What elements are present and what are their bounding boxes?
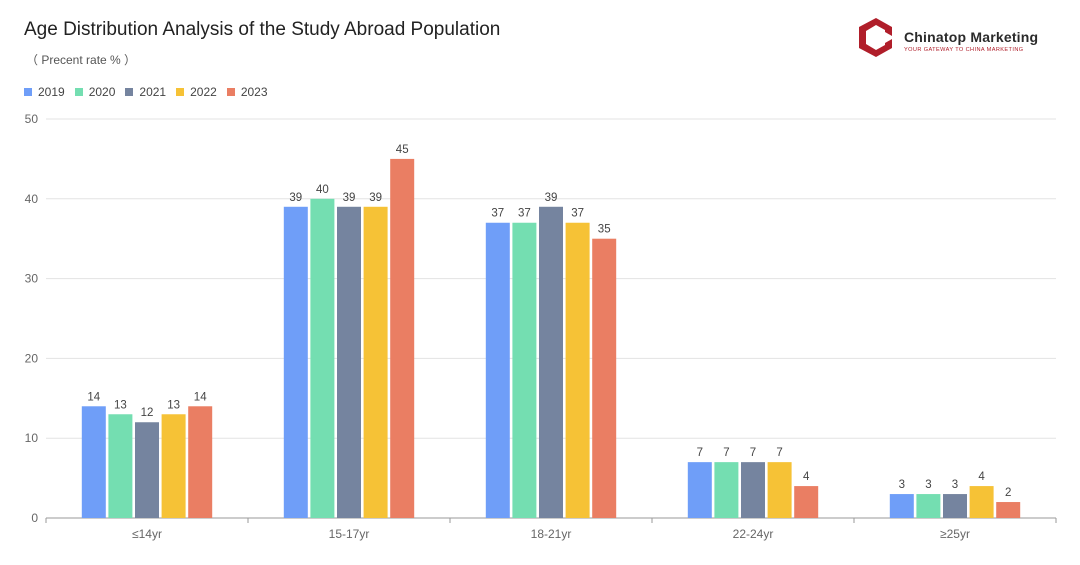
legend-swatch	[125, 88, 134, 96]
y-tick-label: 50	[25, 112, 39, 126]
bar-2020-3	[714, 462, 739, 518]
brand-logo: Chinatop Marketing YOUR GATEWAY TO CHINA…	[856, 16, 1066, 60]
brand-tagline: YOUR GATEWAY TO CHINA MARKETING	[904, 47, 1024, 53]
data-label: 3	[925, 479, 931, 491]
bar-2020-2	[512, 222, 537, 519]
bar-2019-4	[889, 494, 914, 518]
legend-label: 2023	[240, 85, 268, 99]
data-label: 14	[87, 391, 100, 403]
data-label: 39	[343, 192, 356, 204]
bar-2021-0	[135, 422, 159, 518]
y-tick-label: 20	[25, 351, 39, 365]
bar-2021-3	[741, 462, 765, 518]
data-label: 39	[289, 192, 302, 204]
data-label: 4	[803, 471, 810, 483]
bar-2022-2	[565, 222, 590, 519]
x-tick-label: ≤14yr	[132, 527, 162, 541]
data-label: 2	[1005, 487, 1011, 499]
bar-2020-4	[916, 494, 941, 518]
bar-2022-0	[161, 414, 186, 518]
x-tick-label: 22-24yr	[733, 527, 774, 541]
bar-2019-1	[283, 206, 308, 518]
bar-2020-1	[310, 198, 335, 519]
data-label: 40	[316, 184, 329, 196]
data-label: 13	[114, 399, 127, 411]
bar-2019-2	[485, 222, 510, 519]
bar-2023-4	[996, 502, 1021, 518]
legend-item-2022[interactable]: 2022	[176, 85, 217, 99]
data-label: 39	[545, 192, 558, 204]
data-label: 7	[723, 447, 729, 459]
brand-name: Chinatop Marketing	[904, 29, 1039, 45]
chart-legend[interactable]: 2019 2020 2021 2022 2023	[24, 85, 278, 99]
legend-item-2019[interactable]: 2019	[24, 85, 65, 99]
legend-label: 2021	[139, 85, 167, 99]
bar-2019-0	[81, 406, 106, 518]
data-label: 35	[598, 224, 611, 236]
bar-2022-4	[969, 486, 994, 518]
legend-label: 2022	[190, 85, 217, 99]
x-tick-label: 15-17yr	[329, 527, 370, 541]
y-tick-label: 0	[31, 511, 38, 525]
data-label: 37	[571, 208, 584, 220]
bar-2023-2	[592, 238, 617, 518]
data-label: 39	[369, 192, 382, 204]
bar-2022-1	[363, 206, 388, 518]
data-label: 12	[141, 407, 154, 419]
chart-subtitle: （ Precent rate % ）	[26, 53, 137, 67]
legend-label: 2020	[88, 85, 116, 99]
y-tick-label: 40	[25, 192, 39, 206]
legend-swatch	[24, 88, 32, 96]
bar-2019-3	[687, 462, 712, 518]
data-label: 13	[167, 399, 180, 411]
data-label: 3	[899, 479, 905, 491]
legend-swatch	[176, 88, 185, 96]
bar-2020-0	[108, 414, 133, 518]
data-label: 37	[518, 208, 531, 220]
bar-2021-2	[539, 206, 563, 518]
legend-item-2021[interactable]: 2021	[125, 85, 166, 99]
bar-2021-1	[337, 206, 361, 518]
data-label: 37	[491, 208, 504, 220]
data-label: 14	[194, 391, 207, 403]
legend-item-2023[interactable]: 2023	[226, 85, 268, 99]
legend-swatch	[226, 88, 235, 96]
data-label: 7	[776, 447, 782, 459]
legend-label: 2019	[38, 85, 65, 99]
legend-item-2020[interactable]: 2020	[74, 85, 116, 99]
y-tick-label: 30	[25, 272, 39, 286]
bar-2021-4	[943, 494, 967, 518]
brand-mark-icon	[859, 18, 892, 57]
data-label: 45	[396, 144, 409, 156]
y-tick-label: 10	[25, 431, 39, 445]
data-label: 3	[952, 479, 958, 491]
bar-2022-3	[767, 462, 792, 518]
x-tick-label: ≥25yr	[940, 527, 970, 541]
bar-2023-3	[794, 486, 819, 518]
x-tick-label: 18-21yr	[531, 527, 572, 541]
data-label: 4	[978, 471, 985, 483]
chart-title: Age Distribution Analysis of the Study A…	[24, 19, 501, 40]
data-label: 7	[750, 447, 756, 459]
legend-swatch	[74, 88, 83, 96]
data-label: 7	[697, 447, 703, 459]
bar-2023-0	[188, 406, 213, 518]
bar-2023-1	[390, 158, 415, 518]
